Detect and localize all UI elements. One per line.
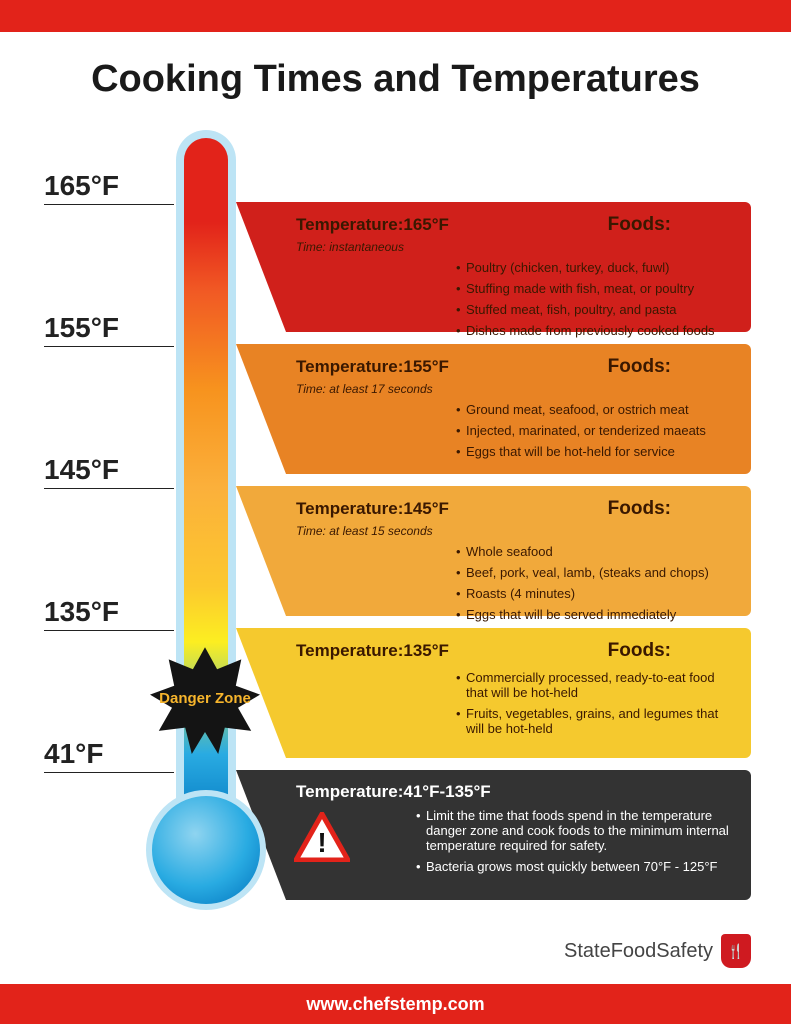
food-list: Whole seafood Beef, pork, veal, lamb, (s… (456, 544, 731, 622)
food-item: Beef, pork, veal, lamb, (steaks and chop… (456, 565, 731, 580)
footer-url: www.chefstemp.com (306, 994, 484, 1014)
danger-zone-label: Danger Zone (159, 691, 251, 708)
danger-item: Limit the time that foods spend in the t… (416, 808, 731, 853)
band-temp: Temperature:165°F (296, 215, 449, 235)
band-temp: Temperature:135°F (296, 641, 449, 661)
thermometer-bulb (146, 790, 266, 910)
foods-heading: Foods: (608, 498, 671, 520)
band-time: Time: instantaneous (296, 240, 731, 254)
band-notch (236, 202, 286, 332)
band-danger: Temperature:41°F-135°F Limit the time th… (236, 770, 751, 900)
foods-heading: Foods: (608, 214, 671, 236)
band-temp: Temperature:41°F-135°F (296, 782, 491, 802)
thermometer (176, 130, 236, 880)
danger-item: Bacteria grows most quickly between 70°F… (416, 859, 731, 874)
svg-text:!: ! (317, 827, 326, 858)
food-item: Dishes made from previously cooked foods (456, 323, 731, 338)
food-list: Ground meat, seafood, or ostrich meat In… (456, 402, 731, 459)
warning-icon: ! (294, 812, 350, 862)
band-165: Temperature:165°F Foods: Time: instantan… (236, 202, 751, 332)
footer-logo: StateFoodSafety 🍴 (564, 934, 751, 968)
danger-zone-star: Danger Zone (150, 644, 260, 754)
food-list: Commercially processed, ready-to-eat foo… (456, 670, 731, 736)
food-item: Injected, marinated, or tenderized maeat… (456, 423, 731, 438)
band-135: Temperature:135°F Foods: Commercially pr… (236, 628, 751, 758)
food-item: Roasts (4 minutes) (456, 586, 731, 601)
food-item: Eggs that will be served immediately (456, 607, 731, 622)
page-title: Cooking Times and Temperatures (0, 58, 791, 101)
band-temp: Temperature:155°F (296, 357, 449, 377)
shield-icon: 🍴 (721, 934, 751, 968)
food-item: Ground meat, seafood, or ostrich meat (456, 402, 731, 417)
top-bar (0, 0, 791, 32)
temp-label-155: 155°F (44, 312, 174, 347)
band-155: Temperature:155°F Foods: Time: at least … (236, 344, 751, 474)
temp-label-145: 145°F (44, 454, 174, 489)
band-time: Time: at least 17 seconds (296, 382, 731, 396)
food-list: Limit the time that foods spend in the t… (416, 808, 731, 874)
band-145: Temperature:145°F Foods: Time: at least … (236, 486, 751, 616)
food-item: Stuffing made with fish, meat, or poultr… (456, 281, 731, 296)
band-time: Time: at least 15 seconds (296, 524, 731, 538)
logo-text: StateFoodSafety (564, 940, 713, 963)
food-item: Eggs that will be hot-held for service (456, 444, 731, 459)
food-item: Poultry (chicken, turkey, duck, fuwl) (456, 260, 731, 275)
temp-label-135: 135°F (44, 596, 174, 631)
foods-heading: Foods: (608, 356, 671, 378)
band-notch (236, 344, 286, 474)
band-notch (236, 486, 286, 616)
food-item: Stuffed meat, fish, poultry, and pasta (456, 302, 731, 317)
food-item: Fruits, vegetables, grains, and legumes … (456, 706, 731, 736)
temp-label-165: 165°F (44, 170, 174, 205)
food-list: Poultry (chicken, turkey, duck, fuwl) St… (456, 260, 731, 338)
band-temp: Temperature:145°F (296, 499, 449, 519)
food-item: Commercially processed, ready-to-eat foo… (456, 670, 731, 700)
foods-heading: Foods: (608, 640, 671, 662)
bottom-bar: www.chefstemp.com (0, 984, 791, 1024)
food-item: Whole seafood (456, 544, 731, 559)
